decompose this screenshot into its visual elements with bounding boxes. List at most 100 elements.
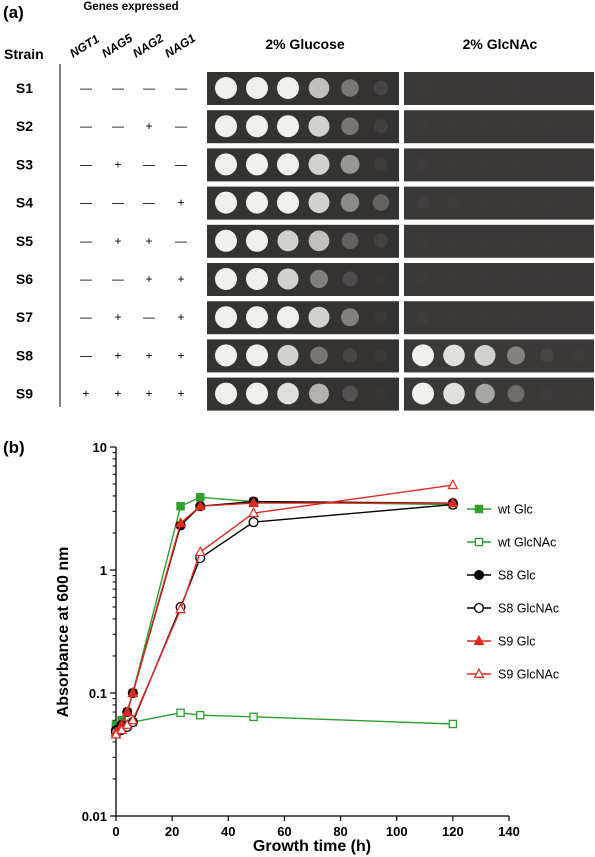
growth-spot [310, 346, 328, 365]
glcnac-plate-strip [404, 186, 594, 220]
gene-status: — [175, 81, 187, 95]
growth-spot [246, 77, 268, 99]
strain-label: S3 [16, 156, 33, 172]
growth-spot [571, 387, 585, 400]
strain-row: S6 — — + + [16, 263, 594, 296]
panel-b-label: (b) [3, 438, 25, 457]
glcnac-plate-strip [404, 224, 594, 258]
x-ticks: 0 20 40 60 80 100 120 140 [112, 816, 520, 839]
gene-status: — [112, 81, 124, 95]
x-tick-label: 40 [221, 824, 235, 839]
growth-spot [372, 194, 390, 211]
growth-spot [478, 196, 492, 209]
growth-spot [447, 196, 461, 210]
growth-spot [447, 158, 461, 171]
growth-spot [342, 385, 358, 402]
x-tick-label: 140 [498, 824, 520, 839]
strain-row: S1 — — — — [16, 72, 594, 105]
y-tick-label: 1 [100, 563, 107, 578]
data-point [116, 723, 128, 735]
legend: wt Glc wt GlcNAc S8 Glc S8 GlcNAc S9 Glc S9 G… [467, 503, 559, 682]
growth-spot [416, 81, 430, 95]
gene-status: + [177, 272, 184, 286]
data-point [194, 545, 206, 557]
condition-glcnac-label: 2% GlcNAc [463, 36, 538, 52]
gene-status: — [80, 157, 92, 171]
growth-spot [342, 348, 358, 363]
legend-marker [473, 602, 485, 614]
growth-spot [572, 196, 584, 209]
legend-label: wt Glc [497, 503, 533, 517]
gene-status: + [114, 310, 121, 324]
legend-entry: S8 Glc [467, 569, 536, 583]
growth-spot [416, 196, 430, 210]
gene-status: — [112, 272, 124, 286]
growth-spot [447, 272, 461, 286]
gene-status: — [143, 310, 155, 324]
growth-spot [277, 230, 299, 252]
legend-marker [474, 504, 484, 514]
strain-row: S3 — + — — [16, 148, 594, 182]
strain-label: S5 [16, 233, 33, 249]
legend-entry: S9 Glc [467, 635, 536, 649]
growth-spot [509, 158, 523, 171]
growth-spot [277, 191, 299, 214]
legend-entry: S8 GlcNAc [467, 602, 559, 616]
data-point [127, 686, 139, 698]
growth-spot [572, 273, 584, 285]
growth-spot [509, 272, 523, 286]
strain-row: S7 — + — + [16, 301, 594, 335]
legend-marker [473, 634, 485, 646]
growth-spot [478, 158, 492, 171]
glucose-plate-strip [207, 377, 399, 411]
x-tick-label: 20 [165, 824, 179, 839]
glcnac-plate-strip [404, 72, 594, 105]
series-line [115, 496, 453, 726]
gene-header-nag2: NAG2 [130, 31, 166, 61]
growth-spot [341, 232, 359, 250]
growth-spot [540, 196, 554, 209]
growth-spot [246, 344, 268, 367]
growth-spot [509, 311, 523, 324]
data-point [195, 493, 205, 502]
growth-spot [215, 115, 237, 138]
growth-spot [374, 272, 388, 286]
legend-label: S9 Glc [498, 635, 536, 649]
strain-row: S8 — + + + [16, 339, 594, 373]
growth-spot [540, 348, 554, 363]
growth-spot [572, 311, 584, 324]
data-point [176, 501, 185, 511]
series-line [115, 500, 453, 731]
strain-header: Strain [4, 46, 44, 62]
strain-label: S8 [16, 347, 33, 363]
glucose-plate-strip [207, 148, 399, 182]
growth-spot [509, 120, 523, 133]
gene-header-nag5: NAG5 [99, 31, 135, 61]
x-tick-label: 80 [333, 824, 347, 839]
growth-spot [277, 382, 299, 405]
growth-spot [474, 344, 496, 366]
gene-status: + [145, 348, 152, 362]
growth-spot [540, 387, 554, 401]
series-line [115, 712, 453, 729]
y-ticks: 10 1 0.1 0.01 [82, 440, 116, 824]
gene-status: — [112, 119, 124, 133]
gene-status: + [177, 196, 184, 210]
gene-status: + [145, 272, 152, 286]
growth-spot [447, 119, 461, 133]
x-tick-label: 0 [112, 824, 119, 839]
gene-status: — [175, 119, 187, 133]
growth-spot [310, 270, 328, 288]
glucose-plate-strip [207, 339, 399, 373]
growth-spot [215, 229, 237, 252]
growth-spot [540, 272, 554, 286]
growth-spot [374, 157, 388, 172]
data-point [447, 479, 459, 490]
legend-label: S8 Glc [498, 569, 536, 583]
growth-spot [309, 383, 329, 404]
data-point [249, 712, 258, 722]
growth-spot [572, 234, 584, 247]
condition-glucose-label: 2% Glucose [265, 36, 345, 52]
